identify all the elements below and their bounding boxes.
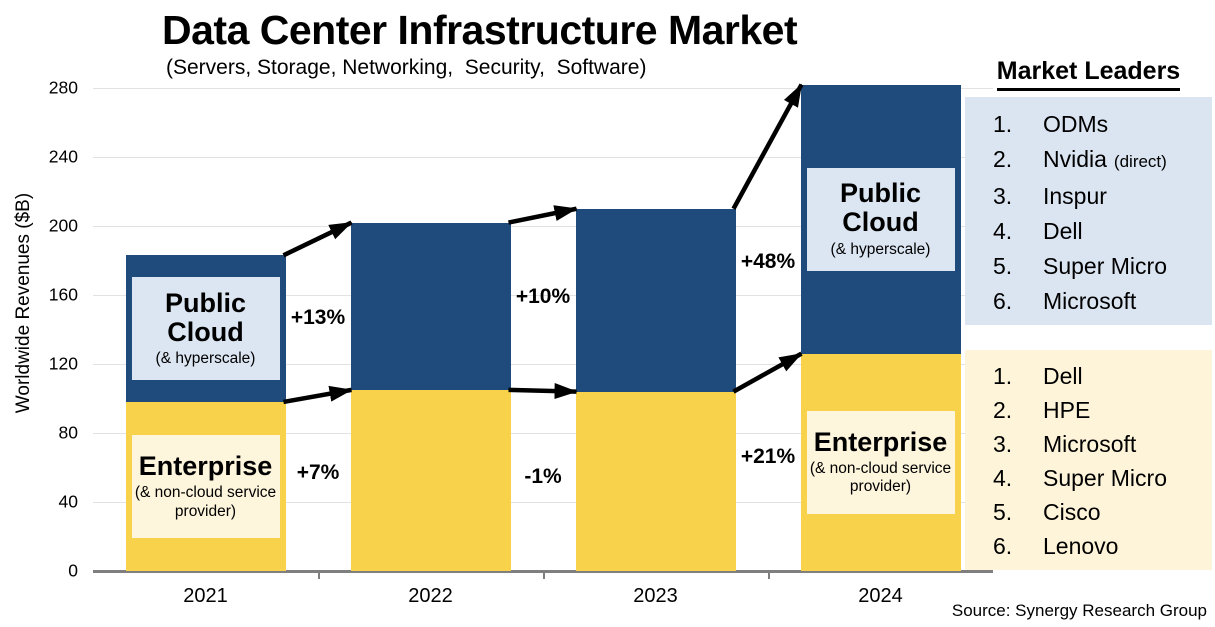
public-cloud-growth-label: +48% <box>740 249 796 273</box>
enterprise-leaders-panel: 1. Dell 2. HPE 3. Microsoft 4. Super Micro 5. Cis… <box>965 350 1212 570</box>
public-cloud-growth-arrow-2021-2022 <box>282 220 353 258</box>
leader-rank: 4. <box>993 218 1013 244</box>
public-cloud-growth-label: +13% <box>290 306 346 330</box>
y-tick-label: 80 <box>58 422 78 443</box>
bar-2021-enterprise-label: Enterprise (& non-cloud service provider) <box>131 434 280 538</box>
public-cloud-growth-arrow-2023-2024 <box>731 83 804 210</box>
enterprise-growth-label: +7% <box>296 460 340 484</box>
leader-name: Dell <box>1043 218 1083 244</box>
leader-rank: 1. <box>993 111 1013 137</box>
gridline-280 <box>93 88 993 89</box>
leader-rank: 5. <box>993 253 1013 279</box>
y-tick-label: 200 <box>48 215 78 236</box>
leader-name: Cisco <box>1043 499 1101 525</box>
leader-list-item: 4. Super Micro <box>965 461 1212 495</box>
chart-subtitle: (Servers, Storage, Networking, Security,… <box>166 56 647 79</box>
leader-rank: 1. <box>993 363 1013 389</box>
leader-list-item: 6. Lenovo <box>965 529 1212 563</box>
gridline-160 <box>93 295 993 296</box>
bar-2021-public_cloud-label: Public Cloud (& hyperscale) <box>131 277 280 381</box>
public-cloud-leaders-panel: 1. ODMs 2. Nvidia (direct) 3. Inspur 4. Dell 5. Su… <box>965 97 1212 325</box>
leader-rank: 2. <box>993 397 1013 423</box>
gridline-120 <box>93 364 993 365</box>
leader-list-item: 2. HPE <box>965 393 1212 427</box>
leader-note: (direct) <box>1113 152 1167 171</box>
leader-name: ODMs <box>1043 111 1109 137</box>
gridline-80 <box>93 433 993 434</box>
leader-rank: 4. <box>993 465 1013 491</box>
bar-2023-enterprise-segment <box>575 391 736 571</box>
x-axis-tick <box>318 573 320 579</box>
enterprise-label-title: Enterprise <box>138 451 273 482</box>
leader-name: Super Micro <box>1043 253 1167 279</box>
gridline-240 <box>93 157 993 158</box>
source-credit: Source: Synergy Research Group <box>951 601 1207 620</box>
public-cloud-growth-arrow-2022-2023 <box>508 205 578 225</box>
leader-name: Microsoft <box>1043 288 1137 314</box>
leader-list-item: 1. Dell <box>965 359 1212 393</box>
x-axis-label: 2022 <box>408 585 453 607</box>
x-axis-tick <box>543 573 545 579</box>
enterprise-growth-label: -1% <box>524 464 562 488</box>
leader-list-item: 3. Microsoft <box>965 427 1212 461</box>
leader-name: Dell <box>1043 363 1083 389</box>
leader-rank: 6. <box>993 533 1013 559</box>
leader-list-item: 5. Super Micro <box>965 249 1212 284</box>
leader-name: Nvidia <box>1043 146 1107 172</box>
leader-list-item: 5. Cisco <box>965 495 1212 529</box>
market-leaders-heading-text: Market Leaders <box>996 57 1181 91</box>
leader-name: Microsoft <box>1043 431 1137 457</box>
leader-rank: 5. <box>993 499 1013 525</box>
x-axis-label: 2023 <box>633 585 678 607</box>
y-tick-label: 120 <box>48 353 78 374</box>
x-axis-label: 2021 <box>183 585 228 607</box>
enterprise-label-title: Enterprise <box>813 426 948 457</box>
enterprise-growth-arrow-2022-2023 <box>508 383 578 400</box>
enterprise-label-subtitle: (& non-cloud service provider) <box>809 460 952 496</box>
x-axis-label: 2024 <box>858 585 903 607</box>
bar-2024-enterprise-label: Enterprise (& non-cloud service provider) <box>806 410 955 514</box>
leader-list-item: 6. Microsoft <box>965 284 1212 319</box>
bar-2024-public_cloud-label: Public Cloud (& hyperscale) <box>806 167 955 271</box>
market-leaders-heading: Market Leaders <box>965 57 1212 91</box>
bar-2023-public-cloud-segment <box>575 208 736 392</box>
public-cloud-growth-label: +10% <box>515 284 571 308</box>
enterprise-growth-label: +21% <box>740 444 796 468</box>
leader-name: Lenovo <box>1043 533 1119 559</box>
leader-list-item: 2. Nvidia (direct) <box>965 142 1212 179</box>
y-tick-label: 0 <box>68 560 78 581</box>
public_cloud-label-subtitle: (& hyperscale) <box>830 240 931 258</box>
x-axis-tick <box>768 573 770 579</box>
bar-2022-enterprise-segment <box>350 389 511 571</box>
leader-rank: 2. <box>993 146 1013 172</box>
leader-name: Super Micro <box>1043 465 1167 491</box>
leader-rank: 6. <box>993 288 1013 314</box>
gridline-40 <box>93 502 993 503</box>
leader-name: HPE <box>1043 397 1091 423</box>
leader-name: Inspur <box>1043 183 1107 209</box>
y-tick-label: 40 <box>58 491 78 512</box>
leader-rank: 3. <box>993 183 1013 209</box>
enterprise-label-subtitle: (& non-cloud service provider) <box>134 484 277 520</box>
enterprise-growth-arrow-2021-2022 <box>283 385 353 405</box>
y-tick-label: 280 <box>48 77 78 98</box>
public_cloud-label-title: Public Cloud <box>839 178 921 238</box>
enterprise-growth-arrow-2023-2024 <box>732 351 803 394</box>
leader-list-item: 3. Inspur <box>965 179 1212 214</box>
bar-2022-public-cloud-segment <box>350 222 511 390</box>
leader-list-item: 4. Dell <box>965 214 1212 249</box>
public_cloud-label-subtitle: (& hyperscale) <box>155 350 256 368</box>
y-tick-label: 160 <box>48 284 78 305</box>
public_cloud-label-title: Public Cloud <box>164 287 246 347</box>
y-tick-label: 240 <box>48 146 78 167</box>
gridline-200 <box>93 226 993 227</box>
leader-list-item: 1. ODMs <box>965 107 1212 142</box>
x-axis-line <box>93 570 993 573</box>
chart-title: Data Center Infrastructure Market <box>162 7 798 53</box>
leader-rank: 3. <box>993 431 1013 457</box>
